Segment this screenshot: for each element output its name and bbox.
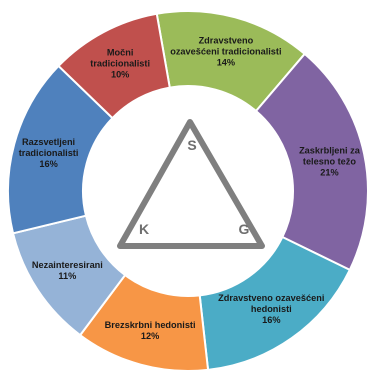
- label-mocni-tradicionalisti: Močni tradicionalisti 10%: [90, 47, 150, 79]
- value-label: 10%: [111, 69, 129, 79]
- label-line: Nezainteresirani: [32, 260, 103, 270]
- label-line: Močni: [107, 47, 134, 57]
- value-label: 16%: [39, 159, 57, 169]
- label-nezainteresirani: Nezainteresirani 11%: [32, 260, 103, 281]
- label-line: Razsvetljeni: [22, 137, 75, 147]
- segment-zaskrbljeni-za-telesno-tezo: [254, 52, 369, 272]
- value-label: 21%: [320, 167, 338, 177]
- value-label: 12%: [141, 331, 159, 341]
- triangle-letter-g: G: [239, 221, 250, 237]
- triangle-outline: [117, 119, 265, 249]
- value-label: 16%: [262, 315, 280, 325]
- triangle-letter-k: K: [139, 221, 149, 237]
- center-triangle: S K G: [117, 119, 265, 249]
- label-brezskrbni-hedonisti: Brezskrbni hedonisti 12%: [105, 320, 196, 341]
- value-label: 14%: [217, 58, 235, 68]
- label-line: tradicionalisti: [90, 58, 150, 68]
- label-zdravstveno-ozavesceni-hedonisti: Zdravstveno ozavešćeni hedonisti 16%: [218, 293, 324, 325]
- segment-mocni-tradicionalisti: [57, 12, 171, 120]
- segment-labels: Zdravstveno ozavešćeni tradicionalisti 14%…: [19, 36, 361, 341]
- label-line: hedonisti: [251, 304, 292, 314]
- value-label: 11%: [58, 271, 76, 281]
- label-line: telesno težo: [303, 156, 356, 166]
- label-razsvetljeni-tradicionalisti: Razsvetljeni tradicionalisti 16%: [19, 137, 79, 169]
- label-zaskrbljeni-za-telesno-tezo: Zaskrbljeni za telesno težo 21%: [299, 145, 361, 177]
- triangle-letter-s: S: [187, 137, 196, 153]
- label-line: Zaskrbljeni za: [299, 145, 361, 155]
- donut-segments: [7, 10, 369, 372]
- label-zdravstveno-ozavesceni-tradicionalisti: Zdravstveno ozavešćeni tradicionalisti 14%: [170, 36, 281, 68]
- label-line: Zdravstveno: [199, 36, 254, 46]
- label-line: ozavešćeni tradicionalisti: [170, 47, 281, 57]
- label-line: Zdravstveno ozavešćeni: [218, 293, 324, 303]
- label-line: Brezskrbni hedonisti: [105, 320, 196, 330]
- label-line: tradicionalisti: [19, 148, 79, 158]
